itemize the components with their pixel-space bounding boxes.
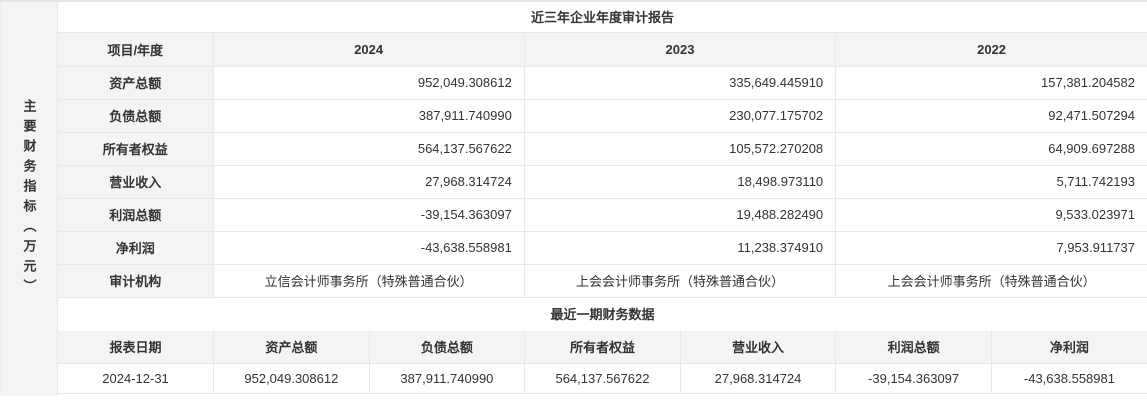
row-label: 利润总额 <box>58 197 214 232</box>
table-row-net-profit: 净利润 -43,638.558981 11,238.374910 7,953.9… <box>58 230 1147 265</box>
audit-header-2024: 2024 <box>212 33 525 67</box>
cell-report-date: 2024-12-31 <box>58 363 215 394</box>
tables-area: 近三年企业年度审计报告 项目/年度 2024 2023 2022 资产总额 <box>58 2 1147 396</box>
audit-header-2023: 2023 <box>523 33 837 67</box>
latest-header-row: 报表日期 资产总额 负债总额 所有者权益 营业收入 利润总额 净利润 <box>58 330 1147 364</box>
latest-financials-title: 最近一期财务数据 <box>58 297 1147 331</box>
row-label: 营业收入 <box>58 164 214 199</box>
cell-value: 92,471.507294 <box>835 98 1147 133</box>
cell-value: 27,968.314724 <box>679 363 837 394</box>
cell-value: 564,137.567622 <box>212 131 525 166</box>
cell-value: 564,137.567622 <box>524 363 681 394</box>
cell-value: 230,077.175702 <box>523 98 837 133</box>
cell-value: 9,533.023971 <box>835 197 1147 232</box>
latest-header-total-liabilities: 负债总额 <box>368 330 526 364</box>
audit-header-item-year: 项目/年度 <box>58 33 214 67</box>
cell-value: 27,968.314724 <box>212 164 525 199</box>
latest-header-operating-revenue: 营业收入 <box>679 330 837 364</box>
latest-header-owners-equity: 所有者权益 <box>524 330 681 364</box>
cell-value: -43,638.558981 <box>990 363 1147 394</box>
row-label: 审计机构 <box>58 263 214 298</box>
cell-value: 5,711.742193 <box>835 164 1147 199</box>
table-row-operating-revenue: 营业收入 27,968.314724 18,498.973110 5,711.7… <box>58 164 1147 199</box>
cell-value: 上会会计师事务所（特殊普通合伙） <box>523 263 837 298</box>
cell-value: 105,572.270208 <box>523 131 837 166</box>
table-row-total-profit: 利润总额 -39,154.363097 19,488.282490 9,533.… <box>58 197 1147 232</box>
audit-report-title: 近三年企业年度审计报告 <box>58 2 1147 33</box>
cell-value: 387,911.740990 <box>212 98 525 133</box>
latest-financials-table: 报表日期 资产总额 负债总额 所有者权益 营业收入 利润总额 净利润 2024-… <box>58 330 1147 394</box>
side-axis-label: 主要财务指标（万元） <box>21 99 37 299</box>
cell-value: -43,638.558981 <box>212 230 525 265</box>
table-row-owners-equity: 所有者权益 564,137.567622 105,572.270208 64,9… <box>58 131 1147 166</box>
audit-header-2022: 2022 <box>835 33 1147 67</box>
row-label: 资产总额 <box>58 65 214 100</box>
latest-data-row: 2024-12-31 952,049.308612 387,911.740990… <box>58 363 1147 394</box>
cell-value: 立信会计师事务所（特殊普通合伙） <box>212 263 525 298</box>
table-row-audit-agency: 审计机构 立信会计师事务所（特殊普通合伙） 上会会计师事务所（特殊普通合伙） 上… <box>58 263 1147 298</box>
latest-header-total-profit: 利润总额 <box>835 330 992 364</box>
table-row-total-assets: 资产总额 952,049.308612 335,649.445910 157,3… <box>58 65 1147 100</box>
latest-header-report-date: 报表日期 <box>58 330 215 364</box>
latest-header-total-assets: 资产总额 <box>213 330 370 364</box>
cell-value: 7,953.911737 <box>835 230 1147 265</box>
cell-value: 157,381.204582 <box>835 65 1147 100</box>
audit-header-row: 项目/年度 2024 2023 2022 <box>58 33 1147 67</box>
cell-value: 11,238.374910 <box>523 230 837 265</box>
row-label: 所有者权益 <box>58 131 214 166</box>
side-axis-strip: 主要财务指标（万元） <box>0 2 58 396</box>
audit-report-table: 项目/年度 2024 2023 2022 资产总额 952,049.308612… <box>58 33 1147 298</box>
row-label: 净利润 <box>58 230 214 265</box>
cell-value: 18,498.973110 <box>523 164 837 199</box>
cell-value: -39,154.363097 <box>212 197 525 232</box>
cell-value: 64,909.697288 <box>835 131 1147 166</box>
cell-value: 335,649.445910 <box>523 65 837 100</box>
latest-header-net-profit: 净利润 <box>990 330 1147 364</box>
cell-value: 上会会计师事务所（特殊普通合伙） <box>835 263 1147 298</box>
cell-value: 387,911.740990 <box>368 363 526 394</box>
cell-value: 952,049.308612 <box>212 65 525 100</box>
row-label: 负债总额 <box>58 98 214 133</box>
table-row-total-liabilities: 负债总额 387,911.740990 230,077.175702 92,47… <box>58 98 1147 133</box>
cell-value: 952,049.308612 <box>213 363 370 394</box>
cell-value: -39,154.363097 <box>835 363 992 394</box>
cell-value: 19,488.282490 <box>523 197 837 232</box>
